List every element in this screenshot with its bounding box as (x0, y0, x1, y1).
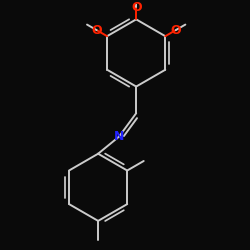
Text: O: O (91, 24, 102, 36)
Text: O: O (131, 1, 141, 14)
Text: O: O (170, 24, 181, 36)
Text: N: N (114, 130, 124, 143)
